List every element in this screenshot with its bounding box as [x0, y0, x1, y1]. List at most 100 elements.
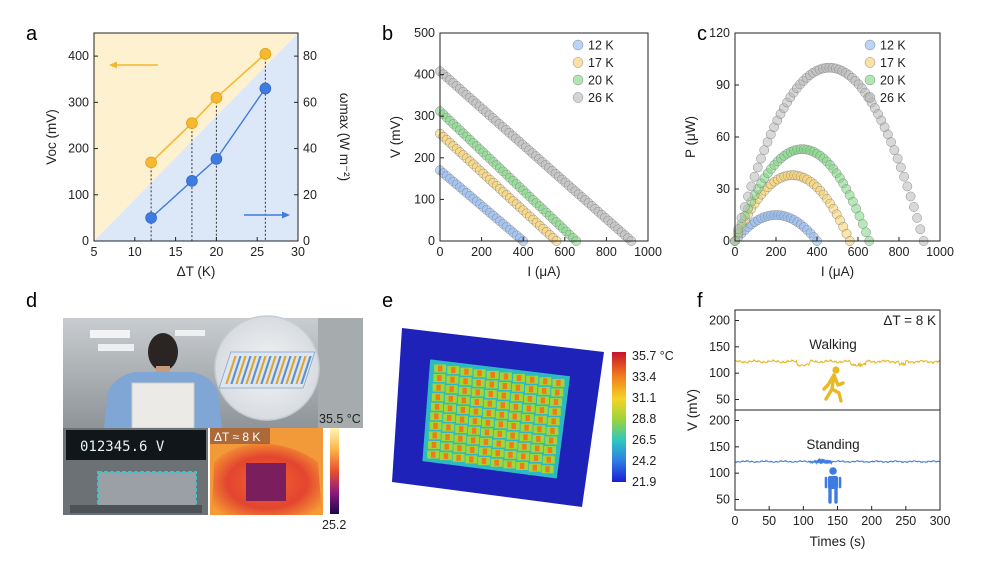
y-tick-label: 60 — [716, 130, 730, 144]
heatmap-hotspot — [432, 432, 437, 439]
heatmap-hotspot — [469, 456, 474, 463]
x-tick-label: 250 — [895, 514, 916, 528]
data-point — [899, 171, 909, 182]
voc-axis-arrowhead — [109, 61, 117, 69]
heatmap-hotspot — [555, 389, 560, 396]
heatmap-hotspot — [434, 413, 439, 420]
heatmap-hotspot — [489, 381, 494, 388]
heatmap-colorbar — [612, 352, 626, 482]
heatmap-hotspot — [512, 413, 517, 420]
thermal-label-bg — [210, 428, 270, 444]
heatmap-hotspot — [451, 367, 456, 374]
standing-label: Standing — [806, 437, 859, 452]
thermal-max-label: 35.5 °C — [319, 412, 361, 426]
x-tick-label: 10 — [128, 245, 142, 259]
y-tick-label: 150 — [709, 340, 730, 354]
x-tick-label: 50 — [762, 514, 776, 528]
heatmap-hotspot — [457, 445, 462, 452]
panel-label-c: c — [697, 23, 707, 45]
heatmap-hotspot — [533, 455, 539, 462]
heatmap-hotspot — [462, 387, 467, 394]
icon-body — [822, 373, 845, 403]
standing-person-icon — [824, 467, 842, 504]
heatmap-hotspot — [545, 466, 550, 473]
x-axis-label: Times (s) — [810, 534, 866, 549]
thermal-delta-label: ΔT ≈ 8 K — [214, 430, 260, 444]
panel-label-a: a — [26, 23, 38, 45]
y-tick-label: 200 — [68, 142, 89, 156]
heatmap-hotspot — [546, 456, 551, 463]
heatmap-hotspot — [446, 414, 452, 421]
meter-base — [70, 505, 202, 513]
heatmap-hotspot — [459, 416, 465, 423]
y-tick-label: 0 — [82, 234, 89, 248]
y-tick-label: 500 — [414, 26, 435, 40]
data-point — [739, 202, 750, 212]
omega-line — [150, 88, 266, 219]
y-axis-label-left: Voc (mV) — [44, 109, 59, 165]
panel-c-chart: 0 200 400 600 800 1000 0 30 60 90 120 I (μA) P (μW) 1… — [683, 26, 954, 279]
heatmap-hotspot — [519, 462, 525, 469]
x-tick-label: 25 — [250, 245, 264, 259]
y2-tick-label: 20 — [303, 188, 317, 202]
standing-trace — [734, 458, 941, 466]
voc-point — [186, 117, 198, 129]
x-tick-label: 150 — [827, 514, 848, 528]
x-tick-label: 200 — [861, 514, 882, 528]
heatmap-hotspot — [515, 384, 521, 391]
panel-e-heatmap: 35.7 °C 33.4 31.1 28.8 26.5 24.2 21.9 — [392, 328, 674, 507]
heatmap-hotspot — [501, 392, 507, 399]
x-tick-label: 100 — [793, 514, 814, 528]
omega-axis-arrowhead — [282, 211, 290, 219]
x-tick-label: 15 — [169, 245, 183, 259]
colorbar-tick-label: 31.1 — [632, 391, 656, 405]
x-tick-label: 0 — [732, 514, 739, 528]
x-tick-label: 200 — [766, 245, 787, 259]
legend-label: 17 K — [880, 56, 906, 70]
y-tick-label: 100 — [709, 366, 730, 380]
y-tick-label: 50 — [716, 492, 730, 506]
heatmap-hotspot — [496, 440, 501, 447]
thermal-colorbar — [330, 428, 339, 514]
heatmap-hotspot — [447, 405, 453, 412]
heatmap-hotspot — [488, 391, 493, 398]
panel-f-chart: 0 50 100 150 200 250 3005050100100150150200200… — [685, 309, 951, 549]
heatmap-hotspot — [485, 419, 491, 426]
icon-head — [832, 366, 840, 374]
heatmap-hotspot — [550, 427, 555, 434]
icon-torso — [828, 476, 838, 489]
y-axis-label: P (μW) — [683, 116, 698, 158]
data-point — [861, 227, 871, 238]
delta-t-annotation: ΔT = 8 K — [883, 313, 936, 328]
data-point — [905, 191, 916, 202]
legend-marker — [864, 74, 876, 86]
y-tick-label: 150 — [709, 440, 730, 454]
heatmap-hotspot — [463, 378, 468, 385]
heatmap-hotspot — [464, 368, 469, 375]
y-tick-label: 30 — [716, 182, 730, 196]
x-tick-label: 300 — [930, 514, 951, 528]
data-point — [752, 162, 763, 173]
colorbar-tick-label: 28.8 — [632, 412, 656, 426]
heatmap-hotspot — [498, 421, 503, 428]
y-tick-label: 100 — [68, 188, 89, 202]
heatmap-hotspot — [433, 422, 438, 429]
person-neck — [156, 366, 170, 376]
x-tick-label: 400 — [807, 245, 828, 259]
heatmap-hotspot — [523, 434, 528, 441]
heatmap-hotspot — [475, 389, 480, 396]
heatmap-hotspot — [510, 432, 515, 439]
heatmap-hotspot — [490, 371, 495, 378]
heatmap-hotspot — [539, 407, 545, 414]
heatmap-hotspot — [460, 406, 466, 413]
heatmap-hotspot — [507, 461, 512, 468]
heatmap-hotspot — [471, 427, 477, 434]
person-head — [148, 333, 178, 371]
data-point — [743, 191, 753, 202]
legend-marker — [572, 39, 584, 51]
x-tick-label: 0 — [732, 245, 739, 259]
legend-marker — [864, 39, 876, 51]
y-tick-label: 400 — [68, 49, 89, 63]
